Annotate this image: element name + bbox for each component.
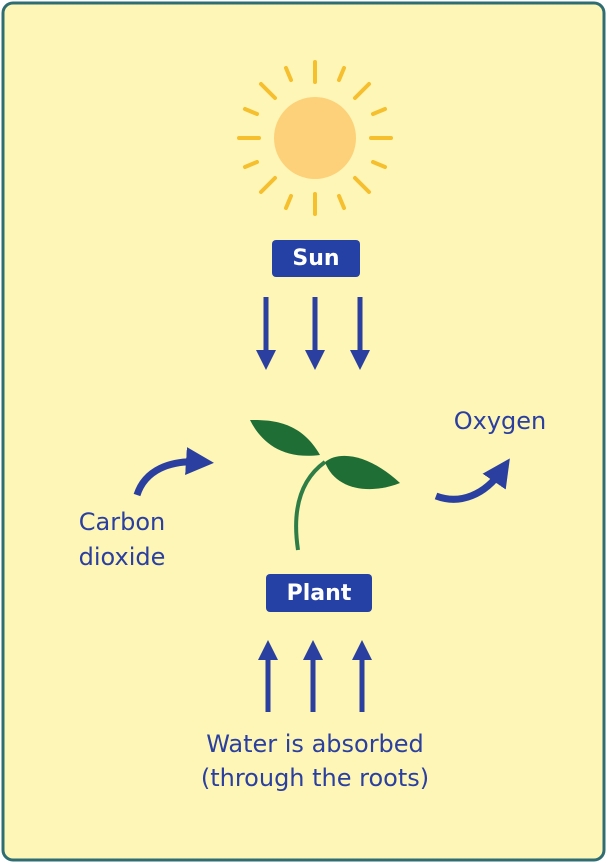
diagram: Sun Oxygen Carbon dioxide Plant Water is… (0, 0, 607, 863)
co2-label: Carbon (79, 508, 165, 536)
oxygen-label: Oxygen (454, 407, 547, 435)
plant-label: Plant (287, 581, 352, 606)
water-label: (through the roots) (201, 764, 429, 792)
water-label: Water is absorbed (206, 730, 424, 758)
sun-label: Sun (292, 246, 339, 271)
co2-label: dioxide (79, 543, 166, 571)
